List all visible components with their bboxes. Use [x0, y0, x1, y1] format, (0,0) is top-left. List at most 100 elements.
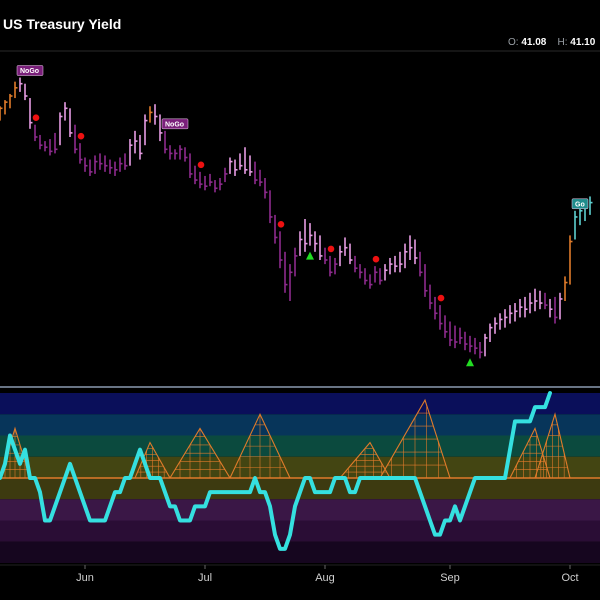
price-bar [214, 180, 218, 193]
price-bar [364, 268, 368, 285]
price-bar [574, 210, 578, 240]
price-bar [589, 196, 593, 215]
tag-box [161, 118, 189, 130]
chart-header: US Treasury Yield O: 41.08 H: 41.10 [0, 0, 600, 50]
price-bar [119, 157, 123, 172]
price-bar [404, 243, 408, 269]
price-bar [334, 257, 338, 275]
price-bar [414, 239, 418, 265]
nogo-tag: NoGo [16, 65, 44, 76]
nogo-dot [372, 255, 380, 263]
price-bar [429, 284, 433, 310]
price-bar [144, 114, 148, 146]
ohlc-readout: O: 41.08 H: 41.10 [508, 37, 595, 48]
nogo-dot [77, 132, 85, 140]
price-bar [304, 219, 308, 252]
oscillator-band [0, 414, 600, 436]
price-bar [549, 298, 553, 318]
oscillator-band [0, 393, 600, 415]
price-bars [0, 77, 593, 359]
price-bar [439, 305, 443, 330]
nogo-dot [327, 245, 335, 253]
price-bar [389, 257, 393, 275]
price-bar [254, 161, 258, 185]
go-triangle [306, 251, 314, 260]
price-bar [469, 335, 473, 353]
price-bar [394, 255, 398, 273]
price-bar [339, 245, 343, 267]
price-bar [104, 155, 108, 172]
price-bar [134, 130, 138, 154]
price-bar [309, 223, 313, 246]
price-bar [399, 251, 403, 273]
price-bar [264, 178, 268, 199]
tag-label: NoGo [20, 68, 39, 75]
price-bar [519, 298, 523, 318]
price-bar [129, 139, 133, 166]
open-value: 41.08 [521, 37, 547, 48]
price-bar [194, 165, 198, 185]
price-bar [94, 155, 98, 174]
price-bar [154, 104, 158, 125]
price-bar [284, 251, 288, 293]
price-bar [424, 264, 428, 297]
price-bar [569, 235, 573, 285]
price-bar [149, 106, 153, 123]
price-bar [139, 134, 143, 160]
go-tag: Go [571, 198, 589, 210]
price-bar [269, 190, 273, 224]
price-bar [299, 231, 303, 256]
price-bar [114, 161, 118, 176]
price-bar [534, 288, 538, 312]
price-bar [29, 98, 33, 129]
price-bar [109, 159, 113, 174]
price-bar [209, 173, 213, 187]
price-bar [484, 333, 488, 357]
x-tick-label: Oct [561, 572, 578, 584]
price-bar [319, 235, 323, 260]
price-bar [49, 139, 53, 156]
price-bar [99, 153, 103, 170]
price-bar [509, 305, 513, 324]
price-bar [379, 268, 383, 285]
price-bar [544, 292, 548, 310]
price-bar [234, 159, 238, 176]
price-bar [494, 317, 498, 334]
price-bar [174, 149, 178, 160]
price-bar [219, 178, 223, 191]
price-bar [359, 264, 363, 279]
price-bar [354, 255, 358, 273]
nogo-dot [197, 161, 205, 169]
price-bar [349, 243, 353, 265]
nogo-dot [32, 114, 40, 121]
price-bar [289, 264, 293, 301]
chart-title: US Treasury Yield [3, 16, 122, 32]
price-bar [474, 337, 478, 355]
price-bar [164, 130, 168, 154]
price-bar [184, 147, 188, 162]
price-bar [79, 143, 83, 164]
x-tick-label: Aug [315, 572, 335, 584]
price-bar [369, 274, 373, 289]
price-bar [124, 153, 128, 170]
price-bar [279, 231, 283, 269]
price-bar [449, 321, 453, 347]
price-bar [89, 159, 93, 176]
price-bar [19, 77, 23, 92]
oscillator-band [0, 520, 600, 542]
price-bar [374, 266, 378, 283]
tag-label: NoGo [165, 121, 184, 128]
nogo-dot [277, 221, 285, 228]
price-bar [409, 235, 413, 260]
price-bar [314, 231, 318, 252]
price-bar [34, 124, 38, 142]
price-bar [0, 106, 3, 121]
price-bar [504, 309, 508, 328]
price-bar [539, 290, 543, 310]
price-bar [24, 83, 28, 101]
nogo-tag: NoGo [161, 118, 189, 130]
x-tick-label: Sep [440, 572, 460, 584]
price-bar [454, 325, 458, 349]
